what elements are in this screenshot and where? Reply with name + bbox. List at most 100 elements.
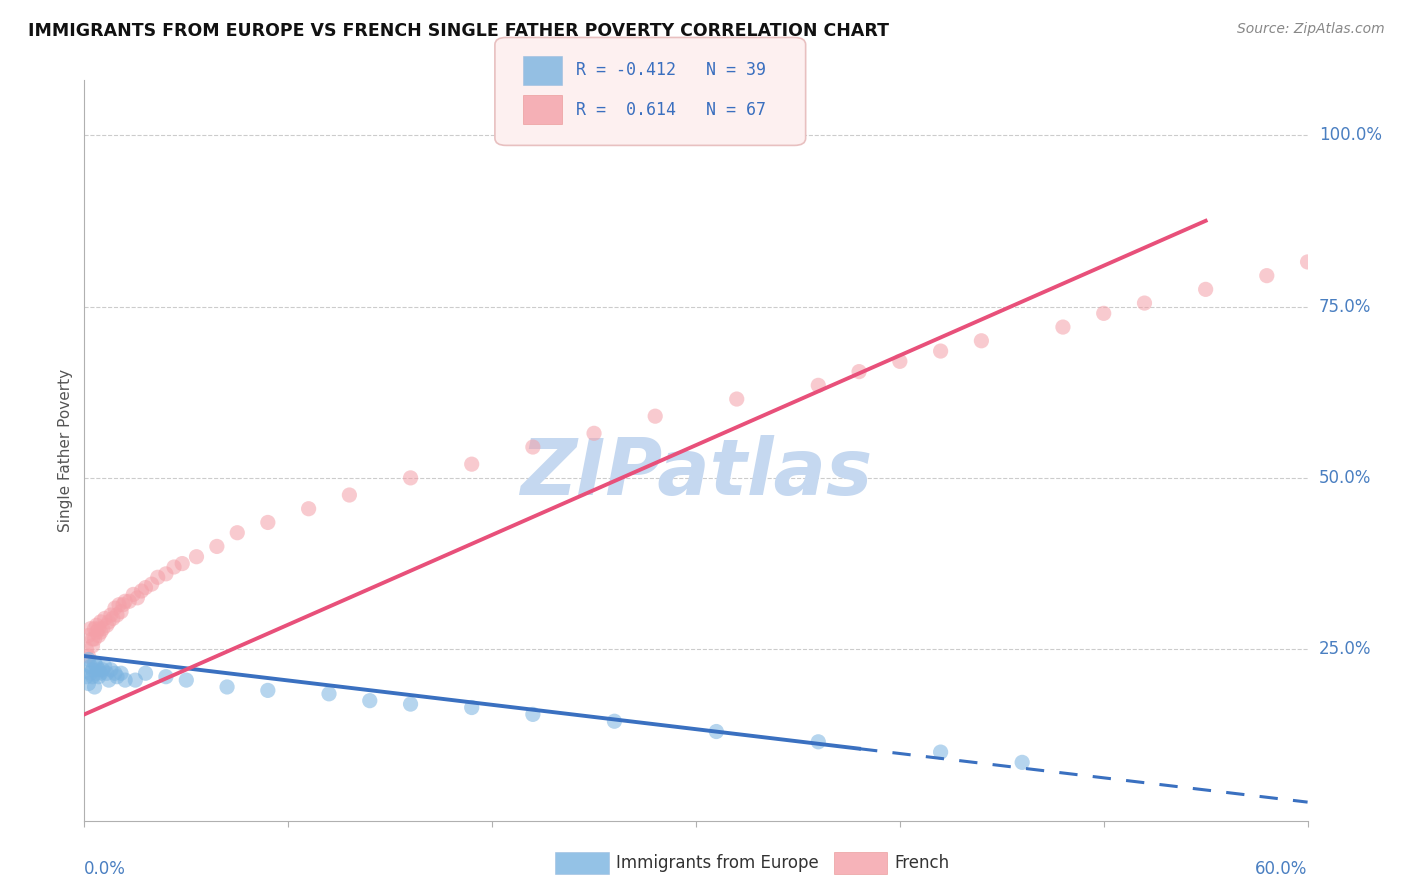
Text: ZIPatlas: ZIPatlas [520, 434, 872, 511]
Point [172, 557, 194, 571]
Point [339, 488, 361, 502]
Point [257, 516, 280, 530]
Point [807, 735, 830, 749]
Point [970, 334, 993, 348]
Point [77, 649, 100, 664]
Point [86, 618, 108, 632]
Y-axis label: Single Father Poverty: Single Father Poverty [58, 369, 73, 532]
Text: 50.0%: 50.0% [1319, 469, 1371, 487]
Point [90, 625, 112, 640]
Point [82, 632, 104, 646]
Point [124, 673, 146, 687]
Point [105, 607, 128, 622]
Point [87, 622, 110, 636]
Point [131, 584, 153, 599]
Point [86, 666, 108, 681]
Point [135, 666, 157, 681]
Point [87, 628, 110, 642]
Point [100, 607, 122, 622]
Text: R =  0.614   N = 67: R = 0.614 N = 67 [576, 101, 766, 119]
Point [1195, 282, 1218, 296]
Point [122, 587, 145, 601]
Point [522, 707, 544, 722]
Point [104, 601, 127, 615]
Point [97, 673, 120, 687]
Point [706, 724, 728, 739]
Point [205, 540, 228, 554]
Point [86, 659, 108, 673]
Point [82, 663, 104, 677]
Point [257, 683, 280, 698]
Point [97, 615, 120, 629]
Point [114, 673, 136, 687]
Point [1378, 231, 1400, 245]
Point [186, 549, 208, 564]
Point [100, 663, 122, 677]
Text: 100.0%: 100.0% [1319, 126, 1382, 145]
Point [77, 652, 100, 666]
Point [91, 663, 114, 677]
Point [155, 566, 177, 581]
Point [118, 594, 141, 608]
Point [889, 354, 911, 368]
Point [1011, 756, 1033, 770]
Text: 0.0%: 0.0% [84, 860, 127, 878]
Point [318, 687, 340, 701]
Point [93, 659, 115, 673]
Point [1296, 255, 1319, 269]
Point [848, 365, 870, 379]
Point [399, 471, 422, 485]
Point [108, 598, 131, 612]
Point [86, 625, 108, 640]
Point [79, 622, 101, 636]
Point [101, 611, 124, 625]
Point [399, 697, 422, 711]
Point [79, 659, 101, 673]
Point [83, 622, 105, 636]
Text: French: French [894, 855, 949, 872]
Point [226, 525, 249, 540]
Point [75, 670, 97, 684]
Point [87, 670, 110, 684]
Point [359, 694, 381, 708]
Point [77, 628, 100, 642]
Point [603, 714, 626, 729]
Point [105, 670, 128, 684]
Point [82, 639, 104, 653]
Point [461, 457, 484, 471]
Point [141, 577, 163, 591]
Point [146, 570, 169, 584]
Point [75, 642, 97, 657]
Point [174, 673, 197, 687]
Point [82, 670, 104, 684]
Point [163, 560, 186, 574]
Point [90, 666, 112, 681]
Point [217, 680, 239, 694]
Point [112, 598, 135, 612]
Point [929, 344, 952, 359]
Point [93, 611, 115, 625]
Point [83, 632, 105, 646]
Point [1092, 306, 1115, 320]
Point [1256, 268, 1278, 283]
Point [135, 581, 157, 595]
Point [461, 700, 484, 714]
Point [725, 392, 748, 406]
Point [155, 670, 177, 684]
Text: 75.0%: 75.0% [1319, 298, 1371, 316]
Text: 60.0%: 60.0% [1256, 860, 1308, 878]
Point [87, 663, 110, 677]
Point [1133, 296, 1156, 310]
Point [110, 605, 132, 619]
Text: Source: ZipAtlas.com: Source: ZipAtlas.com [1237, 22, 1385, 37]
Point [77, 676, 100, 690]
Point [104, 666, 127, 681]
Point [110, 666, 132, 681]
Text: Immigrants from Europe: Immigrants from Europe [616, 855, 818, 872]
Text: IMMIGRANTS FROM EUROPE VS FRENCH SINGLE FATHER POVERTY CORRELATION CHART: IMMIGRANTS FROM EUROPE VS FRENCH SINGLE … [28, 22, 889, 40]
Point [298, 501, 321, 516]
Point [83, 656, 105, 670]
Point [83, 680, 105, 694]
Point [644, 409, 666, 424]
Point [1052, 320, 1074, 334]
